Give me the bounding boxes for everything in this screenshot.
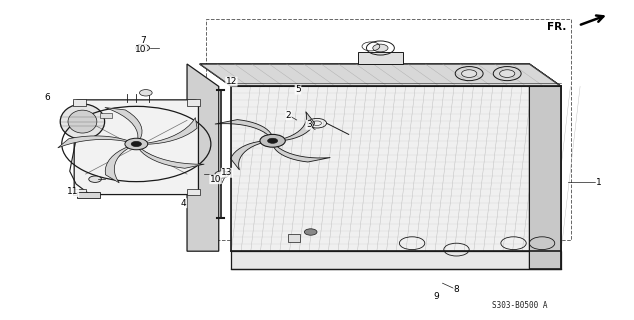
Text: 8: 8	[453, 285, 460, 294]
Text: S303-B0500 A: S303-B0500 A	[492, 301, 548, 310]
Bar	[77, 192, 100, 198]
Polygon shape	[231, 141, 266, 170]
Circle shape	[462, 70, 477, 77]
Circle shape	[125, 138, 148, 150]
Bar	[206, 19, 571, 240]
Ellipse shape	[60, 104, 105, 139]
Polygon shape	[187, 64, 219, 251]
Text: 3: 3	[306, 120, 312, 129]
Polygon shape	[200, 64, 561, 86]
Polygon shape	[105, 108, 142, 140]
Circle shape	[136, 44, 150, 52]
Text: 10: 10	[135, 45, 146, 54]
Text: 9: 9	[433, 292, 439, 301]
Circle shape	[500, 70, 515, 77]
Polygon shape	[279, 112, 314, 141]
Text: 6: 6	[44, 93, 51, 102]
Circle shape	[373, 44, 388, 52]
Ellipse shape	[68, 110, 97, 133]
Bar	[187, 189, 200, 195]
Polygon shape	[200, 64, 561, 86]
Bar	[358, 52, 403, 64]
Text: 1: 1	[596, 178, 602, 187]
Polygon shape	[273, 144, 330, 162]
Circle shape	[139, 90, 152, 96]
Circle shape	[304, 229, 317, 235]
Text: 5: 5	[295, 85, 301, 94]
Circle shape	[268, 138, 278, 143]
Polygon shape	[58, 136, 131, 148]
Bar	[288, 234, 300, 242]
Polygon shape	[231, 86, 561, 251]
Polygon shape	[215, 120, 273, 138]
Text: 2: 2	[286, 111, 291, 120]
Polygon shape	[105, 146, 130, 183]
Polygon shape	[231, 251, 561, 269]
Bar	[73, 99, 86, 106]
Text: FR.: FR.	[547, 22, 567, 32]
Polygon shape	[138, 148, 204, 168]
Polygon shape	[144, 118, 197, 144]
Circle shape	[89, 176, 101, 182]
Polygon shape	[529, 64, 561, 269]
Text: 11: 11	[67, 188, 79, 196]
Circle shape	[131, 141, 141, 147]
Text: 12: 12	[226, 77, 237, 86]
Circle shape	[260, 134, 285, 147]
Text: 7: 7	[139, 36, 146, 44]
Text: 13: 13	[221, 168, 233, 177]
Bar	[187, 99, 200, 106]
Text: 4: 4	[181, 199, 186, 208]
Text: 10: 10	[210, 175, 221, 184]
FancyBboxPatch shape	[74, 100, 198, 195]
Circle shape	[215, 171, 229, 178]
Bar	[100, 113, 112, 118]
Bar	[73, 189, 86, 195]
